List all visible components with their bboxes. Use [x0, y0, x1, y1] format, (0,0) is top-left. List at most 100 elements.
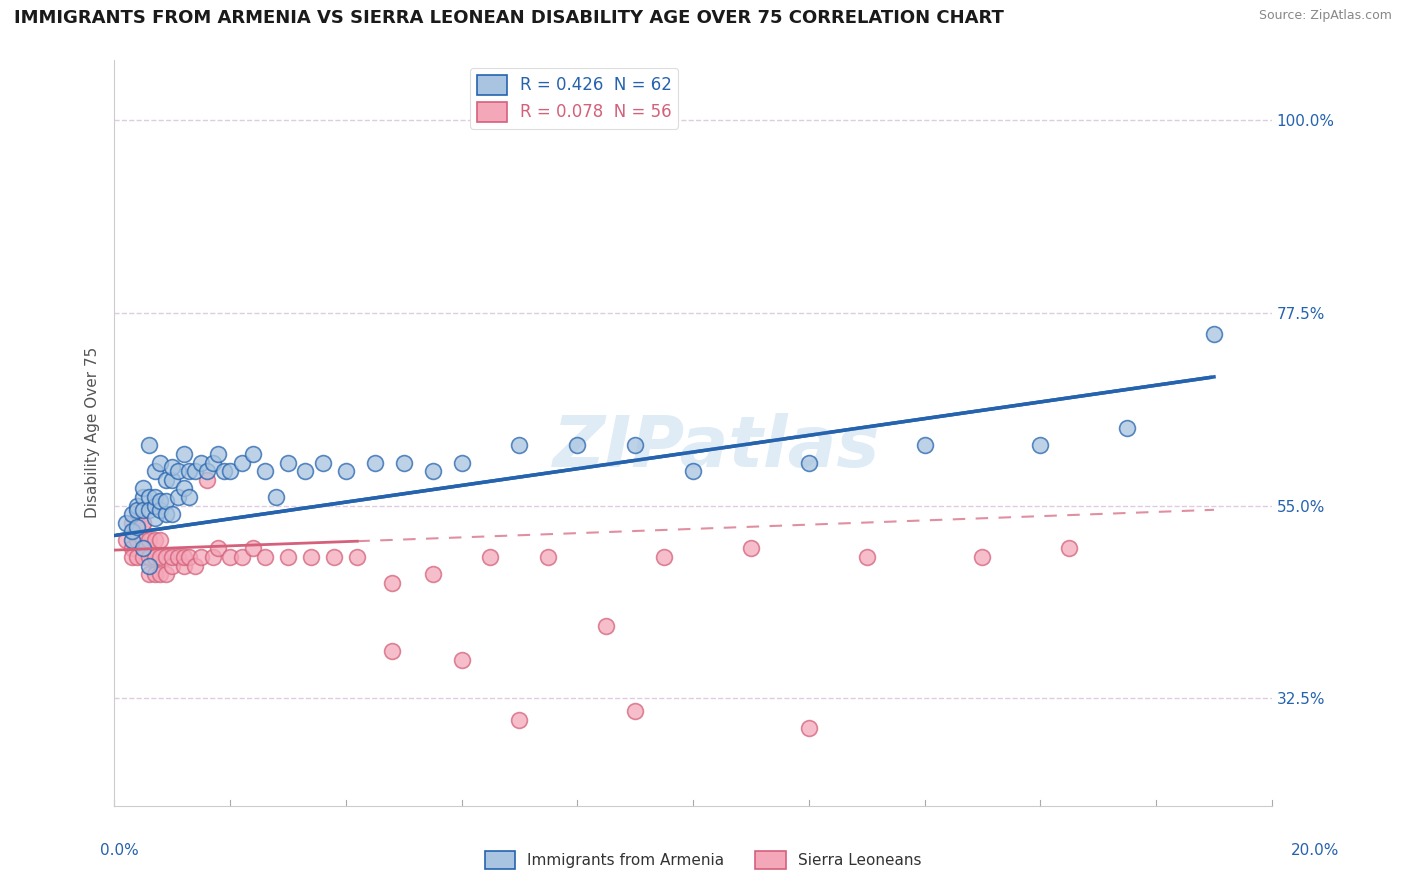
Point	[114, 533, 136, 547]
Point	[299, 549, 322, 564]
Point	[212, 464, 235, 478]
Point	[132, 503, 155, 517]
Point	[231, 456, 253, 470]
Point	[219, 549, 242, 564]
Point	[740, 541, 762, 556]
Point	[143, 499, 166, 513]
Point	[121, 541, 143, 556]
Point	[127, 533, 149, 547]
Point	[624, 704, 647, 718]
Point	[173, 549, 195, 564]
Point	[392, 456, 415, 470]
Point	[138, 438, 160, 452]
Legend: Immigrants from Armenia, Sierra Leoneans: Immigrants from Armenia, Sierra Leoneans	[478, 845, 928, 875]
Point	[143, 533, 166, 547]
Y-axis label: Disability Age Over 75: Disability Age Over 75	[86, 347, 100, 518]
Point	[138, 567, 160, 582]
Point	[167, 490, 190, 504]
Point	[132, 481, 155, 495]
Point	[195, 473, 218, 487]
Point	[121, 507, 143, 521]
Point	[914, 438, 936, 452]
Point	[1029, 438, 1052, 452]
Point	[143, 549, 166, 564]
Point	[127, 516, 149, 530]
Point	[132, 516, 155, 530]
Point	[155, 473, 177, 487]
Point	[143, 490, 166, 504]
Point	[149, 494, 172, 508]
Text: 20.0%: 20.0%	[1291, 843, 1339, 858]
Point	[149, 503, 172, 517]
Point	[155, 549, 177, 564]
Point	[207, 541, 229, 556]
Point	[127, 499, 149, 513]
Point	[149, 533, 172, 547]
Point	[595, 618, 617, 632]
Point	[132, 533, 155, 547]
Legend: R = 0.426  N = 62, R = 0.078  N = 56: R = 0.426 N = 62, R = 0.078 N = 56	[470, 68, 678, 128]
Point	[132, 490, 155, 504]
Text: 0.0%: 0.0%	[100, 843, 139, 858]
Point	[311, 456, 333, 470]
Point	[184, 464, 207, 478]
Point	[335, 464, 357, 478]
Text: ZIPatlas: ZIPatlas	[553, 413, 880, 482]
Point	[855, 549, 877, 564]
Point	[294, 464, 316, 478]
Point	[160, 473, 183, 487]
Point	[422, 567, 444, 582]
Point	[132, 516, 155, 530]
Point	[231, 549, 253, 564]
Point	[160, 507, 183, 521]
Point	[149, 549, 172, 564]
Point	[537, 549, 560, 564]
Point	[155, 494, 177, 508]
Point	[253, 464, 276, 478]
Point	[155, 507, 177, 521]
Point	[132, 541, 155, 556]
Point	[138, 533, 160, 547]
Point	[422, 464, 444, 478]
Point	[479, 549, 502, 564]
Point	[127, 549, 149, 564]
Point	[277, 456, 299, 470]
Point	[121, 516, 143, 530]
Point	[242, 447, 264, 461]
Point	[138, 558, 160, 573]
Point	[207, 447, 229, 461]
Point	[138, 549, 160, 564]
Point	[149, 567, 172, 582]
Point	[179, 549, 201, 564]
Point	[508, 713, 530, 727]
Point	[121, 549, 143, 564]
Point	[450, 653, 472, 667]
Point	[253, 549, 276, 564]
Point	[173, 447, 195, 461]
Point	[121, 524, 143, 539]
Point	[132, 549, 155, 564]
Point	[363, 456, 385, 470]
Point	[143, 464, 166, 478]
Point	[1116, 421, 1139, 435]
Point	[143, 511, 166, 525]
Point	[323, 549, 346, 564]
Point	[381, 575, 404, 590]
Point	[160, 549, 183, 564]
Point	[127, 503, 149, 517]
Point	[155, 567, 177, 582]
Point	[277, 549, 299, 564]
Point	[160, 558, 183, 573]
Point	[121, 533, 143, 547]
Point	[652, 549, 675, 564]
Point	[972, 549, 994, 564]
Point	[138, 490, 160, 504]
Point	[346, 549, 368, 564]
Point	[1059, 541, 1081, 556]
Point	[173, 481, 195, 495]
Point	[381, 644, 404, 658]
Point	[797, 456, 820, 470]
Point	[682, 464, 704, 478]
Point	[127, 520, 149, 534]
Point	[450, 456, 472, 470]
